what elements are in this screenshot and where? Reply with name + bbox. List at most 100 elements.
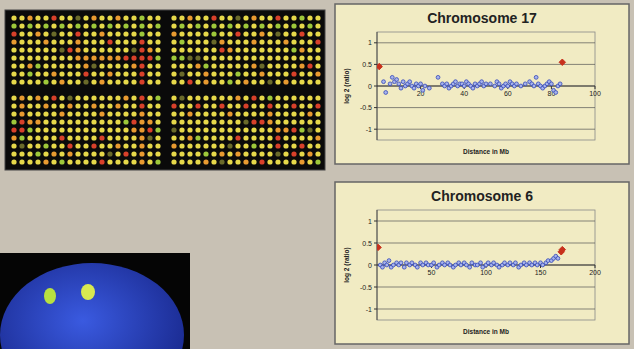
array-spot: [203, 135, 208, 140]
array-spot: [299, 39, 304, 44]
array-spot: [51, 47, 56, 52]
array-spot: [91, 23, 96, 28]
array-spot: [75, 31, 80, 36]
array-spot: [267, 39, 272, 44]
array-spot: [83, 95, 88, 100]
data-point: [399, 86, 403, 90]
array-spot: [67, 79, 72, 84]
array-spot: [171, 23, 176, 28]
array-spot: [43, 119, 48, 124]
array-spot: [251, 39, 256, 44]
array-spot: [219, 79, 224, 84]
array-spot: [211, 127, 216, 132]
data-point: [488, 82, 492, 86]
array-spot: [179, 55, 184, 60]
array-spot: [11, 71, 16, 76]
array-spot: [259, 55, 264, 60]
array-spot: [275, 143, 280, 148]
array-spot: [147, 15, 152, 20]
array-spot: [147, 119, 152, 124]
array-spot: [267, 143, 272, 148]
x-tick-label: 50: [428, 269, 436, 276]
array-spot: [195, 95, 200, 100]
array-spot: [235, 15, 240, 20]
array-spot: [195, 79, 200, 84]
array-spot: [211, 23, 216, 28]
array-spot: [99, 127, 104, 132]
array-spot: [19, 31, 24, 36]
array-spot: [51, 23, 56, 28]
array-spot: [315, 63, 320, 68]
array-spot: [251, 15, 256, 20]
array-spot: [83, 39, 88, 44]
array-spot: [235, 111, 240, 116]
array-spot: [59, 119, 64, 124]
array-spot: [179, 95, 184, 100]
array-spot: [187, 23, 192, 28]
array-spot: [179, 127, 184, 132]
array-spot: [315, 55, 320, 60]
array-spot: [27, 159, 32, 164]
array-spot: [147, 103, 152, 108]
array-spot: [27, 31, 32, 36]
array-spot: [291, 111, 296, 116]
array-spot: [59, 47, 64, 52]
array-spot: [267, 95, 272, 100]
array-spot: [139, 39, 144, 44]
array-spot: [59, 15, 64, 20]
array-spot: [155, 103, 160, 108]
array-spot: [83, 159, 88, 164]
array-spot: [267, 103, 272, 108]
array-spot: [259, 159, 264, 164]
array-spot: [211, 63, 216, 68]
array-spot: [155, 79, 160, 84]
array-spot: [131, 95, 136, 100]
array-spot: [315, 23, 320, 28]
array-spot: [147, 135, 152, 140]
array-spot: [83, 111, 88, 116]
array-spot: [243, 151, 248, 156]
array-spot: [187, 135, 192, 140]
array-spot: [283, 111, 288, 116]
array-spot: [59, 127, 64, 132]
array-spot: [299, 55, 304, 60]
array-spot: [203, 47, 208, 52]
array-spot: [259, 47, 264, 52]
array-spot: [75, 151, 80, 156]
array-spot: [307, 111, 312, 116]
grid-line: [377, 221, 595, 222]
array-spot: [139, 79, 144, 84]
array-spot: [195, 119, 200, 124]
array-spot: [123, 23, 128, 28]
array-spot: [219, 23, 224, 28]
array-spot: [275, 39, 280, 44]
array-spot: [283, 31, 288, 36]
array-spot: [131, 111, 136, 116]
array-spot: [195, 127, 200, 132]
array-spot: [299, 15, 304, 20]
array-spot: [171, 143, 176, 148]
array-spot: [203, 119, 208, 124]
array-spot: [19, 63, 24, 68]
array-spot: [99, 31, 104, 36]
array-spot: [43, 79, 48, 84]
data-point: [427, 86, 431, 90]
array-spot: [259, 79, 264, 84]
array-spot: [219, 55, 224, 60]
array-spot: [275, 79, 280, 84]
array-spot: [259, 15, 264, 20]
array-spot: [315, 151, 320, 156]
data-point: [559, 246, 565, 252]
array-spot: [67, 119, 72, 124]
array-spot: [187, 15, 192, 20]
array-spot: [211, 31, 216, 36]
array-spot: [83, 119, 88, 124]
array-spot: [275, 63, 280, 68]
array-spot: [179, 111, 184, 116]
array-spot: [267, 159, 272, 164]
array-spot: [283, 47, 288, 52]
x-tick-label: 200: [589, 269, 601, 276]
array-spot: [147, 47, 152, 52]
array-spot: [59, 39, 64, 44]
array-spot: [307, 95, 312, 100]
